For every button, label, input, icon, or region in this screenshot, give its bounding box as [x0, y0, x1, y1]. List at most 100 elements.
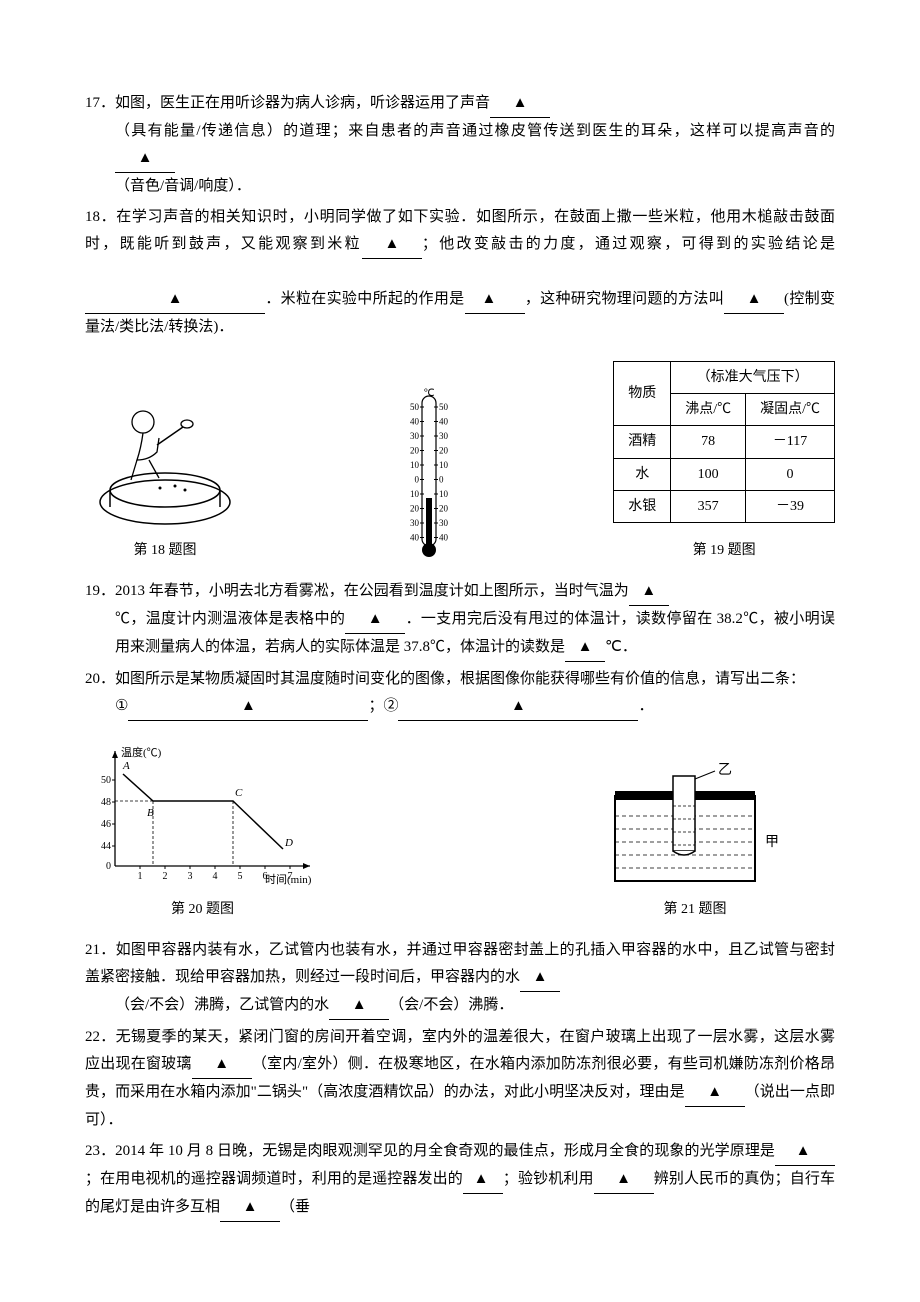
- svg-text:40: 40: [439, 417, 449, 427]
- svg-text:1: 1: [138, 871, 143, 882]
- q17-b: （具有能量/传递信息）的道理；来自患者的声音通过橡皮管传送到医生的耳朵，这样可以…: [115, 123, 835, 139]
- svg-text:40: 40: [439, 533, 449, 543]
- q20-sep: ；: [368, 698, 383, 714]
- q21-c: （会/不会）沸腾．: [389, 997, 513, 1013]
- svg-text:46: 46: [101, 819, 111, 830]
- svg-text:2: 2: [163, 871, 168, 882]
- svg-text:30: 30: [410, 431, 420, 441]
- svg-text:C: C: [235, 787, 243, 799]
- svg-text:30: 30: [439, 431, 449, 441]
- q20-i1: ①: [115, 698, 128, 714]
- fig19-label: 第 19 题图: [613, 538, 835, 563]
- svg-text:10: 10: [439, 489, 449, 499]
- q19-blank2: ▲: [345, 606, 405, 634]
- q18-d: ，这种研究物理问题的方法叫: [525, 291, 725, 307]
- q17-a: 如图，医生正在用听诊器为病人诊病，听诊器运用了声音: [115, 95, 490, 111]
- q21-text: 21．如图甲容器内装有水，乙试管内也装有水，并通过甲容器密封盖上的孔插入甲容器的…: [85, 937, 835, 992]
- q23-blank4: ▲: [220, 1194, 280, 1222]
- q22-blank2: ▲: [685, 1079, 745, 1107]
- svg-text:20: 20: [439, 504, 449, 514]
- q23-blank3: ▲: [594, 1166, 654, 1194]
- q23-e: （垂: [280, 1199, 310, 1215]
- q21-b: （会/不会）沸腾，乙试管内的水: [115, 997, 329, 1013]
- q19-blank3: ▲: [565, 634, 605, 662]
- th-fp: 凝固点/℃: [746, 394, 835, 426]
- question-23: 23．2014 年 10 月 8 日晚，无锡是肉眼观测罕见的月全食奇观的最佳点，…: [85, 1138, 835, 1222]
- svg-text:D: D: [284, 837, 293, 849]
- fig21-label: 第 21 题图: [595, 897, 795, 922]
- q23-blank2: ▲: [463, 1166, 503, 1194]
- figure-row-2: 温度(℃) 时间(min) 0 1234567 44464850 A B C D…: [85, 741, 835, 922]
- q19-blank1: ▲: [629, 578, 669, 606]
- q23-num: 23．: [85, 1143, 115, 1159]
- q22-text: 22．无锡夏季的某天，紧闭门窗的房间开着空调，室内外的温差很大，在窗户玻璃上出现…: [85, 1024, 835, 1134]
- fig20-label: 第 20 题图: [85, 897, 320, 922]
- q21-num: 21．: [85, 942, 116, 958]
- q23-blank1: ▲: [775, 1138, 835, 1166]
- svg-text:30: 30: [410, 518, 420, 528]
- q19-text: 19．2013 年春节，小明去北方看雾凇，在公园看到温度计如上图所示，当时气温为…: [85, 578, 835, 606]
- question-17: 17．如图，医生正在用听诊器为病人诊病，听诊器运用了声音 ▲ （具有能量/传递信…: [85, 90, 835, 200]
- q17-num: 17．: [85, 95, 115, 111]
- q20-blank1: ▲: [128, 693, 368, 721]
- svg-text:10: 10: [410, 489, 420, 499]
- svg-text:甲: 甲: [765, 835, 779, 850]
- svg-text:4: 4: [213, 871, 218, 882]
- q20-num: 20．: [85, 671, 115, 687]
- fig20-block: 温度(℃) 时间(min) 0 1234567 44464850 A B C D…: [85, 741, 320, 922]
- question-18: 18．在学习声音的相关知识时，小明同学做了如下实验．如图所示，在鼓面上撒一些米粒…: [85, 204, 835, 341]
- q20-blank2: ▲: [398, 693, 638, 721]
- q17-blank2: ▲: [115, 145, 175, 173]
- question-20: 20．如图所示是某物质凝固时其温度随时间变化的图像，根据图像你能获得哪些有价值的…: [85, 666, 835, 721]
- th-condition: （标准大气压下）: [671, 362, 835, 394]
- q18-c: ．米粒在实验中所起的作用是: [265, 291, 465, 307]
- q20-items: ① ▲ ；② ▲ ．: [85, 693, 835, 721]
- svg-text:温度(℃): 温度(℃): [121, 745, 162, 759]
- q23-b: ；在用电视机的遥控器调频道时，利用的是遥控器发出的: [85, 1171, 463, 1187]
- q19-a: 2013 年春节，小明去北方看雾凇，在公园看到温度计如上图所示，当时气温为: [115, 583, 629, 599]
- table-row: 水1000: [614, 458, 835, 490]
- q18-num: 18．: [85, 209, 116, 225]
- q20-text: 20．如图所示是某物质凝固时其温度随时间变化的图像，根据图像你能获得哪些有价值的…: [85, 666, 835, 693]
- svg-text:50: 50: [410, 402, 420, 412]
- svg-text:10: 10: [410, 460, 420, 470]
- q21-blank1: ▲: [520, 964, 560, 992]
- svg-text:0: 0: [415, 475, 420, 485]
- q18-blank1: ▲: [362, 231, 422, 259]
- th-substance: 物质: [614, 362, 671, 426]
- svg-text:50: 50: [439, 402, 449, 412]
- q21-blank2: ▲: [329, 992, 389, 1020]
- svg-text:48: 48: [101, 797, 111, 808]
- q23-c: ；验钞机利用: [503, 1171, 594, 1187]
- q19-d: ℃．: [605, 639, 637, 655]
- svg-text:50: 50: [101, 775, 111, 786]
- q18-blank2: ▲: [85, 286, 265, 314]
- q23-a: 2014 年 10 月 8 日晚，无锡是肉眼观测罕见的月全食奇观的最佳点，形成月…: [115, 1143, 775, 1159]
- question-22: 22．无锡夏季的某天，紧闭门窗的房间开着空调，室内外的温差很大，在窗户玻璃上出现…: [85, 1024, 835, 1134]
- svg-text:10: 10: [439, 460, 449, 470]
- q19-num: 19．: [85, 583, 115, 599]
- container-svg: 乙 甲: [595, 761, 795, 891]
- q20-a: 如图所示是某物质凝固时其温度随时间变化的图像，根据图像你能获得哪些有价值的信息，…: [115, 671, 805, 687]
- q18-blank4: ▲: [724, 286, 784, 314]
- fig18-label: 第 18 题图: [85, 538, 245, 563]
- svg-text:0: 0: [106, 861, 111, 872]
- q18-blank3: ▲: [465, 259, 525, 314]
- svg-text:7: 7: [288, 871, 293, 882]
- q19-b: ℃，温度计内测温液体是表格中的: [115, 611, 345, 627]
- svg-text:6: 6: [263, 871, 268, 882]
- q21-a: 如图甲容器内装有水，乙试管内也装有水，并通过甲容器密封盖上的孔插入甲容器的水中，…: [85, 942, 835, 985]
- q19-cont: ℃，温度计内测温液体是表格中的 ▲ ．一支用完后没有甩过的体温计，读数停留在 3…: [85, 606, 835, 662]
- q17-cont: （具有能量/传递信息）的道理；来自患者的声音通过橡皮管传送到医生的耳朵，这样可以…: [85, 118, 835, 200]
- svg-text:0: 0: [439, 475, 444, 485]
- svg-text:20: 20: [410, 504, 420, 514]
- question-21: 21．如图甲容器内装有水，乙试管内也装有水，并通过甲容器密封盖上的孔插入甲容器的…: [85, 937, 835, 1020]
- svg-text:3: 3: [188, 871, 193, 882]
- cooling-chart-svg: 温度(℃) 时间(min) 0 1234567 44464850 A B C D: [85, 741, 320, 891]
- svg-text:5: 5: [238, 871, 243, 882]
- svg-text:20: 20: [410, 446, 420, 456]
- th-bp: 沸点/℃: [671, 394, 746, 426]
- fig19-table-block: 物质 （标准大气压下） 沸点/℃ 凝固点/℃ 酒精78－117 水1000 水银…: [613, 361, 835, 563]
- q23-text: 23．2014 年 10 月 8 日晚，无锡是肉眼观测罕见的月全食奇观的最佳点，…: [85, 1138, 835, 1222]
- q22-num: 22．: [85, 1029, 116, 1045]
